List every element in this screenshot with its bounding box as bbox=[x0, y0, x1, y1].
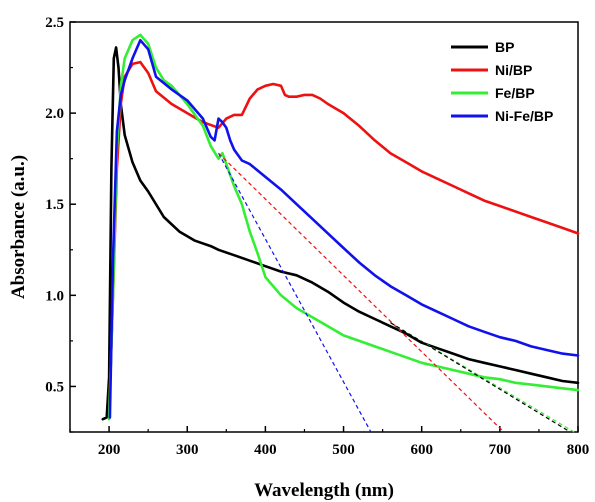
legend-label-2: Fe/BP bbox=[495, 85, 535, 101]
tangent-line-0 bbox=[217, 152, 372, 433]
series-line-2 bbox=[107, 33, 580, 421]
series-line-3 bbox=[108, 38, 580, 419]
axis-ticks: 200 300 400 500 600 700 800 0.5 1.0 1.5 2.0 2.5 bbox=[45, 15, 589, 458]
tangent-line-1 bbox=[218, 152, 505, 433]
x-tick-label: 500 bbox=[332, 442, 355, 458]
y-tick-label: 0.5 bbox=[45, 379, 64, 395]
legend-label-3: Ni-Fe/BP bbox=[495, 108, 553, 124]
x-tick-label: 400 bbox=[254, 442, 277, 458]
series-line-1 bbox=[107, 60, 580, 419]
tangent-line-3 bbox=[390, 322, 571, 433]
y-tick-label: 2.5 bbox=[45, 15, 64, 31]
x-tick-label: 600 bbox=[410, 442, 433, 458]
legend-label-0: BP bbox=[495, 39, 514, 55]
x-tick-label: 700 bbox=[489, 442, 512, 458]
x-tick-label: 200 bbox=[98, 442, 121, 458]
y-tick-label: 1.5 bbox=[45, 197, 64, 213]
x-tick-label: 300 bbox=[176, 442, 199, 458]
tangent-lines bbox=[217, 152, 575, 433]
y-axis-title: Absorbance (a.u.) bbox=[8, 155, 29, 299]
plot-frame bbox=[69, 21, 579, 433]
y-tick-label: 2.0 bbox=[45, 106, 64, 122]
series-layer bbox=[101, 33, 580, 421]
legend: BP Ni/BP Fe/BP Ni-Fe/BP bbox=[451, 39, 553, 124]
series-line-0 bbox=[101, 46, 580, 421]
legend-label-1: Ni/BP bbox=[495, 62, 532, 78]
x-axis-title: Wavelength (nm) bbox=[254, 480, 394, 501]
y-tick-label: 1.0 bbox=[45, 288, 64, 304]
x-tick-label: 800 bbox=[567, 442, 590, 458]
